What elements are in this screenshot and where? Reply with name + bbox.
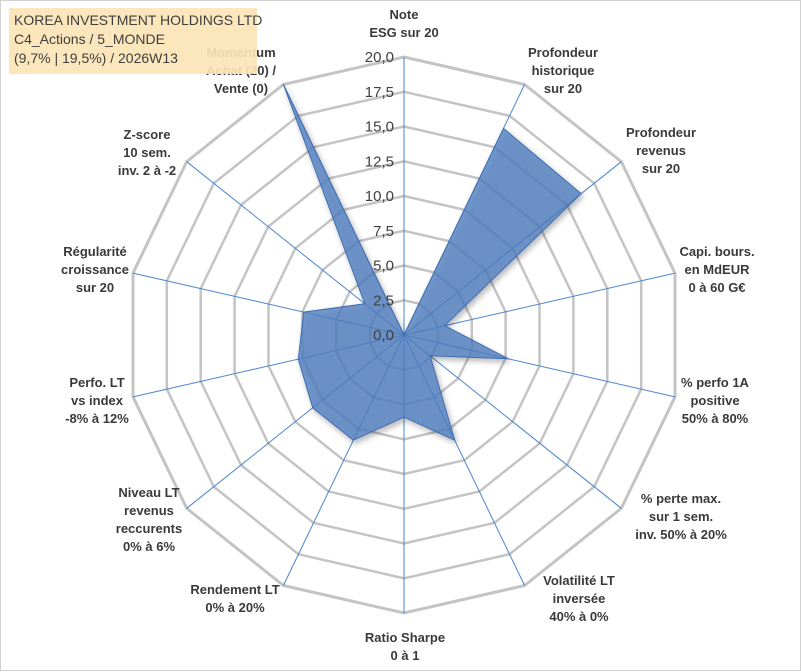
tick-label-2: 5,0 [373, 258, 394, 275]
axis-label-1-line-0: Profondeur [527, 45, 599, 60]
title-line-category: C4_Actions / 5_MONDE [14, 31, 165, 47]
axis-label-10-line-2: -8% à 12% [65, 411, 129, 426]
axis-label-9-line-3: 0% à 6% [122, 539, 176, 554]
axis-label-6-line-2: 40% à 0% [549, 609, 609, 624]
data-point-6 [454, 439, 456, 441]
axis-label-4-line-1: positive [690, 393, 740, 408]
axis-label-4: % perfo 1A positive 50% à 80% [681, 374, 749, 428]
data-point-4 [507, 358, 509, 360]
axis-label-13-line-2: Vente (0) [213, 81, 269, 96]
tick-label-6: 15,0 [365, 119, 394, 136]
axis-label-6-line-0: Volatilité LT [543, 573, 615, 588]
axis-label-12: Z-score 10 sem. inv. 2 à -2 [118, 126, 176, 180]
axis-label-8: Rendement LT 0% à 20% [190, 581, 279, 617]
axis-label-2: Profondeur revenus sur 20 [626, 124, 696, 178]
data-point-10 [297, 358, 299, 360]
axis-label-3-line-2: 0 à 60 G€ [688, 280, 746, 295]
radar-series [282, 83, 582, 442]
axis-label-0-line-1: ESG sur 20 [369, 25, 439, 40]
tick-label-5: 12,5 [365, 153, 394, 170]
axis-label-12-line-2: inv. 2 à -2 [117, 163, 177, 178]
axis-label-3: Capi. bours. en MdEUR 0 à 60 G€ [679, 243, 754, 297]
axis-label-9-line-1: revenus [124, 503, 174, 518]
axis-label-2-line-1: revenus [636, 143, 686, 158]
data-point-11 [303, 311, 305, 313]
axis-label-12-line-0: Z-score [123, 127, 171, 142]
chart-title-box: KOREA INVESTMENT HOLDINGS LTD C4_Actions… [9, 8, 263, 74]
tick-label-3: 7,5 [373, 223, 394, 240]
title-line-period: (9,7% | 19,5%) / 2026W13 [14, 50, 178, 66]
axis-label-0: Note ESG sur 20 [369, 6, 438, 42]
axis-label-10-line-0: Perfo. LT [69, 375, 125, 390]
radial-tick-labels: 0,0 2,5 5,0 7,5 10,0 12,5 15,0 17,5 20,0 [365, 49, 394, 344]
axis-label-11-line-2: sur 20 [75, 280, 115, 295]
axis-label-1-line-2: sur 20 [543, 81, 583, 96]
axis-label-5: % perte max. sur 1 sem. inv. 50% à 20% [635, 490, 727, 544]
spoke-5 [403, 334, 622, 509]
axis-label-3-line-1: en MdEUR [684, 262, 750, 277]
data-point-1 [502, 127, 505, 129]
tick-label-8: 20,0 [365, 49, 394, 66]
data-point-5 [429, 355, 431, 357]
axis-label-1: Profondeur historique sur 20 [528, 44, 598, 98]
axis-label-9-line-2: reccurents [115, 521, 183, 536]
axis-label-5-line-2: inv. 50% à 20% [635, 527, 727, 542]
axis-label-10-line-1: vs index [70, 393, 124, 408]
tick-label-0: 0,0 [373, 327, 394, 344]
axis-label-2-line-0: Profondeur [625, 125, 697, 140]
axis-label-5-line-0: % perte max. [640, 491, 722, 506]
axis-label-5-line-1: sur 1 sem. [648, 509, 714, 524]
data-point-8 [352, 439, 354, 441]
data-point-13 [282, 83, 284, 86]
data-point-0 [403, 334, 405, 336]
axis-label-6: Volatilité LT inversée 40% à 0% [543, 572, 615, 626]
spoke-3 [403, 272, 676, 336]
axis-label-0-line-0: Note [389, 7, 419, 22]
axis-label-3-line-0: Capi. bours. [679, 244, 755, 259]
axis-label-4-line-0: % perfo 1A [681, 375, 749, 390]
tick-label-4: 10,0 [365, 188, 394, 205]
axis-label-7-line-0: Ratio Sharpe [364, 630, 446, 645]
axis-label-7: Ratio Sharpe 0 à 1 [365, 629, 445, 665]
data-point-12 [364, 303, 366, 305]
axis-label-7-line-1: 0 à 1 [390, 648, 420, 663]
axis-label-9-line-0: Niveau LT [118, 485, 180, 500]
axis-label-6-line-1: inversée [552, 591, 606, 606]
axis-label-11-line-1: croissance [61, 262, 129, 277]
data-point-9 [312, 407, 314, 409]
axis-label-10: Perfo. LT vs index -8% à 12% [65, 374, 129, 428]
axis-label-11: Régularité croissance sur 20 [61, 243, 129, 297]
axis-label-12-line-1: 10 sem. [123, 145, 171, 160]
axis-label-9: Niveau LT revenus reccurents 0% à 6% [116, 484, 182, 556]
axis-label-8-line-1: 0% à 20% [205, 600, 265, 615]
axis-label-4-line-2: 50% à 80% [681, 411, 749, 426]
axis-label-2-line-2: sur 20 [641, 161, 681, 176]
data-point-2 [580, 193, 582, 195]
title-line-company: KOREA INVESTMENT HOLDINGS LTD [14, 12, 263, 28]
tick-label-1: 2,5 [373, 292, 394, 309]
axis-label-11-line-0: Régularité [63, 244, 127, 259]
data-point-7 [403, 416, 405, 418]
tick-label-7: 17,5 [365, 84, 394, 101]
axis-label-1-line-1: historique [531, 63, 595, 78]
axis-label-8-line-0: Rendement LT [190, 582, 280, 597]
data-point-3 [444, 325, 446, 327]
